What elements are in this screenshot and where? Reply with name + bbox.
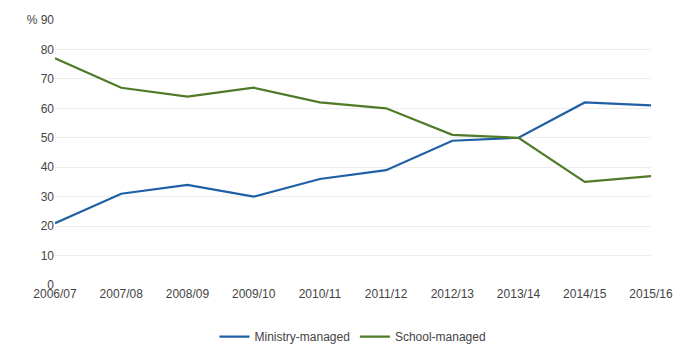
svg-text:2013/14: 2013/14	[497, 287, 541, 301]
svg-text:70: 70	[41, 72, 55, 86]
svg-text:0: 0	[47, 278, 54, 292]
svg-text:2012/13: 2012/13	[431, 287, 475, 301]
svg-text:30: 30	[41, 190, 55, 204]
svg-text:2010/11: 2010/11	[299, 287, 342, 301]
svg-text:2009/10: 2009/10	[232, 287, 276, 301]
svg-text:60: 60	[41, 102, 55, 116]
svg-text:50: 50	[41, 131, 55, 145]
svg-text:2007/08: 2007/08	[100, 287, 144, 301]
svg-text:2014/15: 2014/15	[563, 287, 607, 301]
svg-text:2015/16: 2015/16	[629, 287, 673, 301]
svg-text:80: 80	[41, 43, 55, 57]
svg-text:School-managed: School-managed	[395, 330, 486, 344]
svg-text:% 90: % 90	[27, 13, 55, 27]
svg-text:2006/07: 2006/07	[33, 287, 77, 301]
svg-text:Ministry-managed: Ministry-managed	[255, 330, 350, 344]
svg-text:40: 40	[41, 160, 55, 174]
svg-text:10: 10	[41, 249, 55, 263]
svg-text:20: 20	[41, 219, 55, 233]
svg-text:2008/09: 2008/09	[166, 287, 210, 301]
svg-text:2011/12: 2011/12	[365, 287, 408, 301]
